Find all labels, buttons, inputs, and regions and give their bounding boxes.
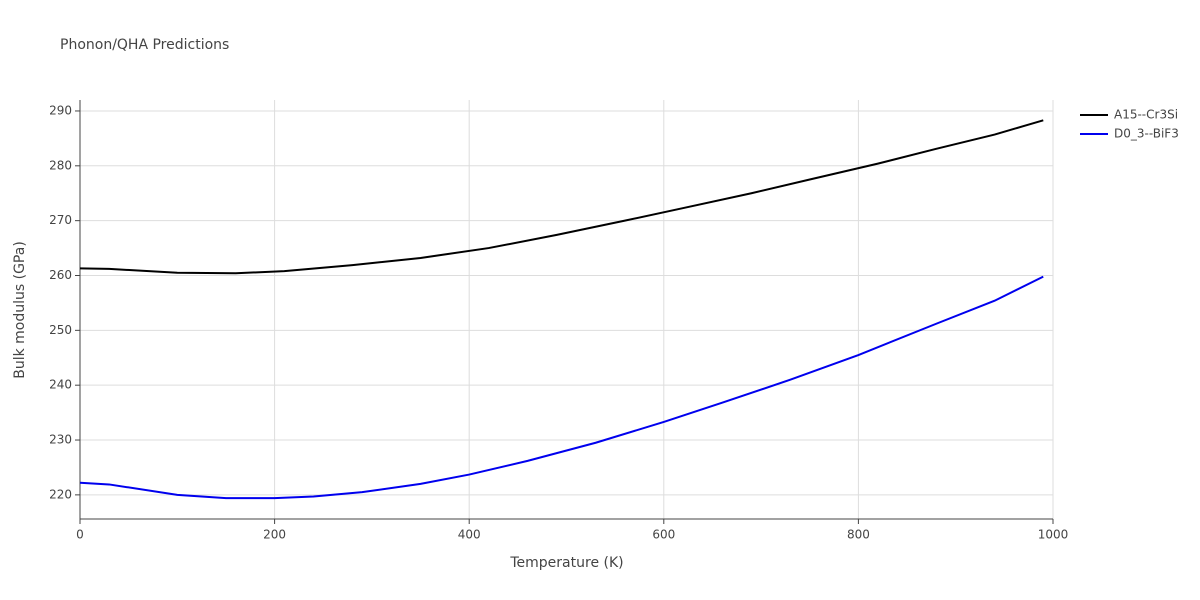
x-tick-label: 0 bbox=[76, 528, 84, 542]
legend-label: D0_3--BiF3 bbox=[1114, 127, 1179, 141]
x-tick-label: 400 bbox=[458, 528, 481, 542]
x-axis-title: Temperature (K) bbox=[509, 555, 623, 571]
y-tick-label: 270 bbox=[49, 213, 72, 227]
x-tick-label: 800 bbox=[847, 528, 870, 542]
x-tick-label: 1000 bbox=[1038, 528, 1069, 542]
y-axis-title: Bulk modulus (GPa) bbox=[12, 241, 28, 379]
line bbox=[79, 119, 1044, 275]
line bbox=[79, 275, 1044, 500]
x-tick-label: 600 bbox=[652, 528, 675, 542]
chart-title: Phonon/QHA Predictions bbox=[60, 37, 229, 53]
y-tick-label: 230 bbox=[49, 433, 72, 447]
y-tick-label: 290 bbox=[49, 103, 72, 117]
legend-label: A15--Cr3Si bbox=[1114, 108, 1178, 122]
y-tick-label: 250 bbox=[49, 323, 72, 337]
y-tick-label: 220 bbox=[49, 487, 72, 501]
y-tick-label: 240 bbox=[49, 378, 72, 392]
y-tick-label: 280 bbox=[49, 158, 72, 172]
x-tick-label: 200 bbox=[263, 528, 286, 542]
y-tick-label: 260 bbox=[49, 268, 72, 282]
